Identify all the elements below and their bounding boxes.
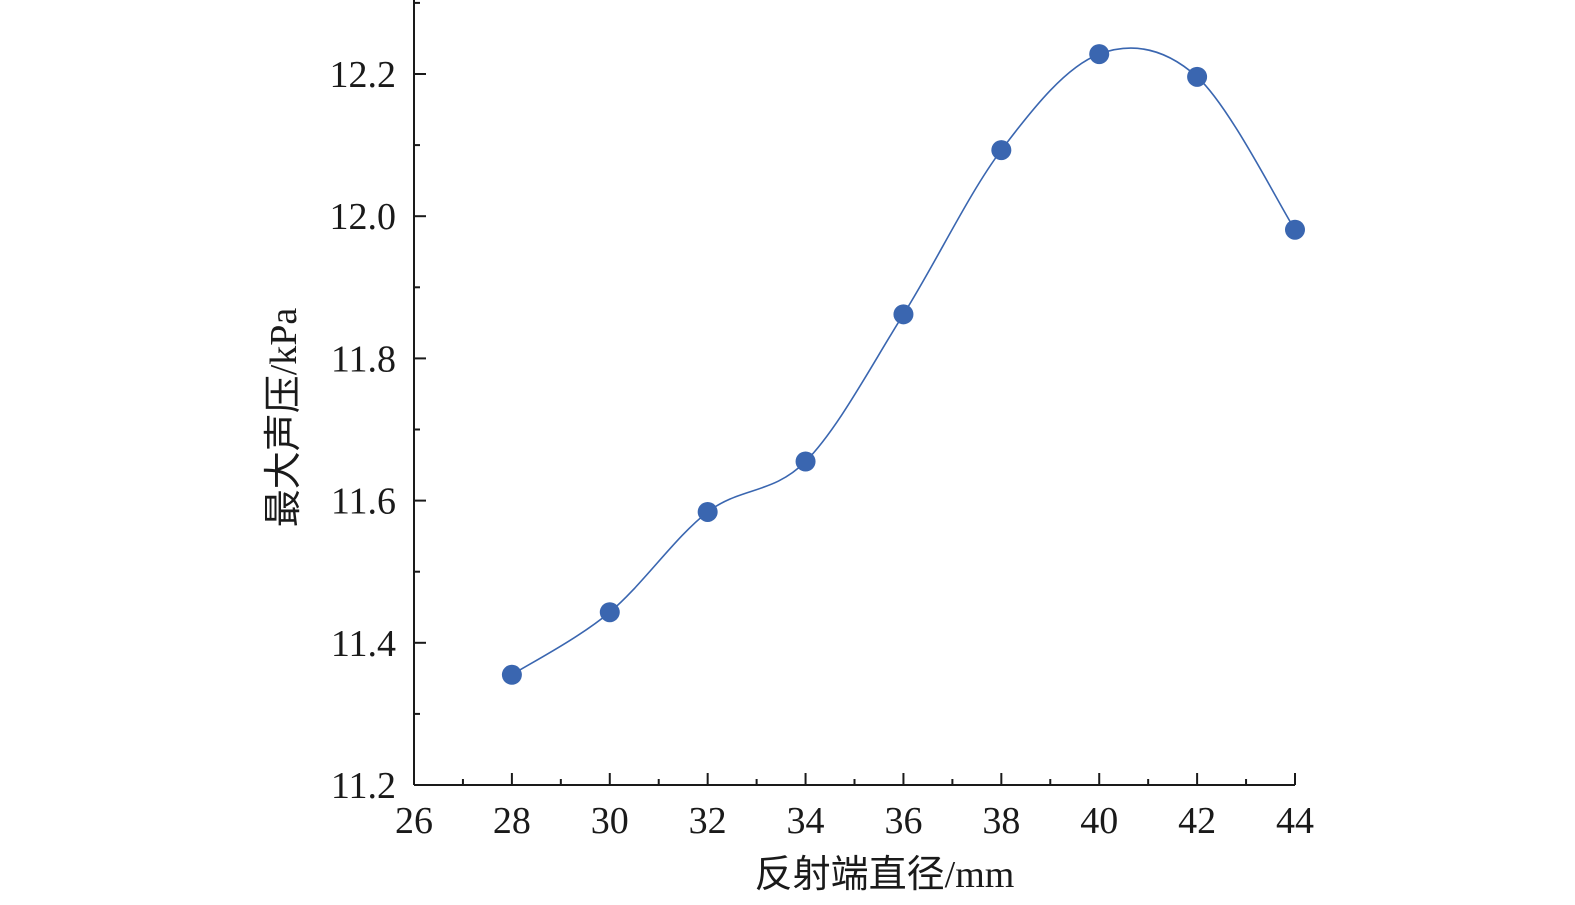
data-point <box>698 502 718 522</box>
data-point <box>796 451 816 471</box>
data-point <box>1187 67 1207 87</box>
axes <box>414 0 1295 785</box>
x-tick-label: 28 <box>493 800 531 842</box>
x-tick-label: 34 <box>787 800 825 842</box>
ticks: 26 28 30 32 34 36 38 40 42 44 11.2 11.4 11.6 11.8 12.0… <box>330 3 1315 842</box>
x-axis-title: 反射端直径/mm <box>755 854 1015 896</box>
x-tick-label: 42 <box>1178 800 1216 842</box>
series-line <box>512 48 1295 675</box>
y-axis-title: 最大声压/kPa <box>263 308 305 528</box>
x-tick-label: 36 <box>884 800 922 842</box>
data-point <box>991 140 1011 160</box>
x-tick-label: 26 <box>395 800 433 842</box>
data-point <box>893 304 913 324</box>
y-tick-label: 11.6 <box>331 481 396 523</box>
data-point <box>1285 220 1305 240</box>
y-tick-label: 11.8 <box>331 338 396 380</box>
series <box>502 44 1305 685</box>
y-tick-label: 12.0 <box>330 196 397 238</box>
x-tick-label: 40 <box>1080 800 1118 842</box>
data-point <box>600 602 620 622</box>
data-point <box>1089 44 1109 64</box>
x-tick-label: 38 <box>982 800 1020 842</box>
y-tick-label: 12.2 <box>330 54 397 96</box>
data-point <box>502 665 522 685</box>
x-tick-label: 32 <box>689 800 727 842</box>
x-tick-label: 30 <box>591 800 629 842</box>
x-tick-label: 44 <box>1276 800 1314 842</box>
y-tick-label: 11.4 <box>331 623 396 665</box>
y-tick-label: 11.2 <box>331 765 396 807</box>
